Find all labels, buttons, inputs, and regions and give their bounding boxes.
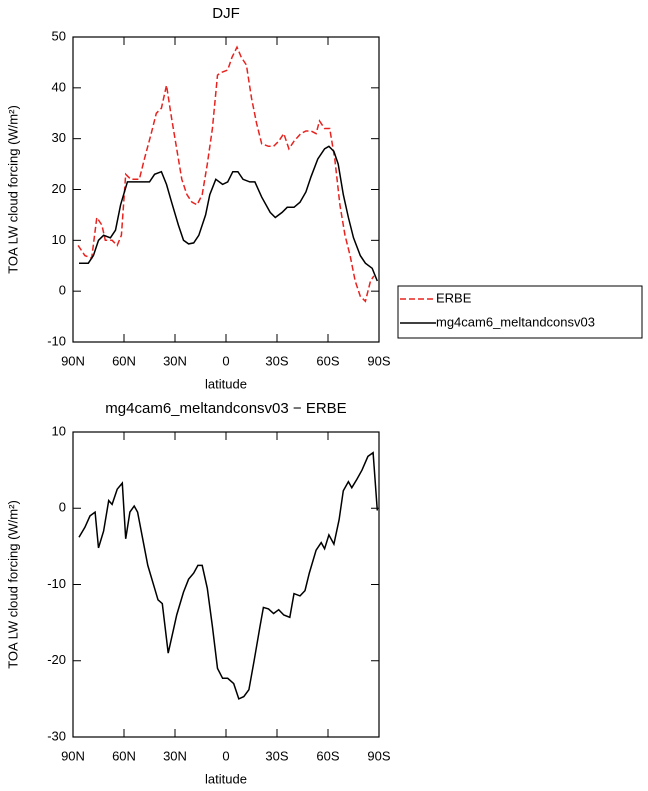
- y-tick-label: -10: [47, 333, 66, 348]
- x-axis-label: latitude: [205, 771, 247, 786]
- y-tick-label: 40: [52, 79, 66, 94]
- chart-title: DJF: [212, 5, 240, 22]
- x-tick-label: 90S: [367, 748, 390, 763]
- x-tick-label: 90N: [61, 748, 85, 763]
- y-tick-label: 50: [52, 28, 66, 43]
- x-tick-label: 0: [222, 748, 229, 763]
- x-tick-label: 0: [222, 353, 229, 368]
- data-line: [79, 145, 378, 282]
- x-tick-label: 60S: [316, 748, 339, 763]
- legend-label: ERBE: [436, 290, 472, 305]
- y-axis-label: TOA LW cloud forcing (W/m²): [5, 105, 20, 274]
- y-tick-label: 10: [52, 232, 66, 247]
- x-tick-label: 30S: [265, 353, 288, 368]
- legend: ERBE mg4cam6_meltandconsv03: [397, 285, 643, 339]
- data-line: [78, 451, 379, 700]
- legend-label: mg4cam6_meltandconsv03: [436, 314, 595, 329]
- y-tick-label: 10: [52, 423, 66, 438]
- y-tick-label: -30: [47, 728, 66, 743]
- y-tick-label: 30: [52, 130, 66, 145]
- x-axis-label: latitude: [205, 376, 247, 391]
- y-tick-label: -10: [47, 576, 66, 591]
- y-tick-label: 0: [59, 283, 66, 298]
- legend-box: [397, 285, 643, 339]
- y-tick-label: -20: [47, 652, 66, 667]
- y-axis-label: TOA LW cloud forcing (W/m²): [5, 500, 20, 669]
- x-tick-label: 30N: [163, 748, 187, 763]
- x-tick-label: 90S: [367, 353, 390, 368]
- x-tick-label: 30N: [163, 353, 187, 368]
- plot-frame: [72, 36, 380, 343]
- y-tick-label: 20: [52, 181, 66, 196]
- y-tick-label: 0: [59, 500, 66, 515]
- data-line: [77, 45, 375, 303]
- chart-title: mg4cam6_meltandconsv03 − ERBE: [105, 400, 346, 417]
- x-tick-label: 30S: [265, 748, 288, 763]
- x-tick-label: 60N: [112, 748, 136, 763]
- x-tick-label: 60S: [316, 353, 339, 368]
- x-tick-label: 90N: [61, 353, 85, 368]
- plot-frame: [72, 431, 380, 738]
- x-tick-label: 60N: [112, 353, 136, 368]
